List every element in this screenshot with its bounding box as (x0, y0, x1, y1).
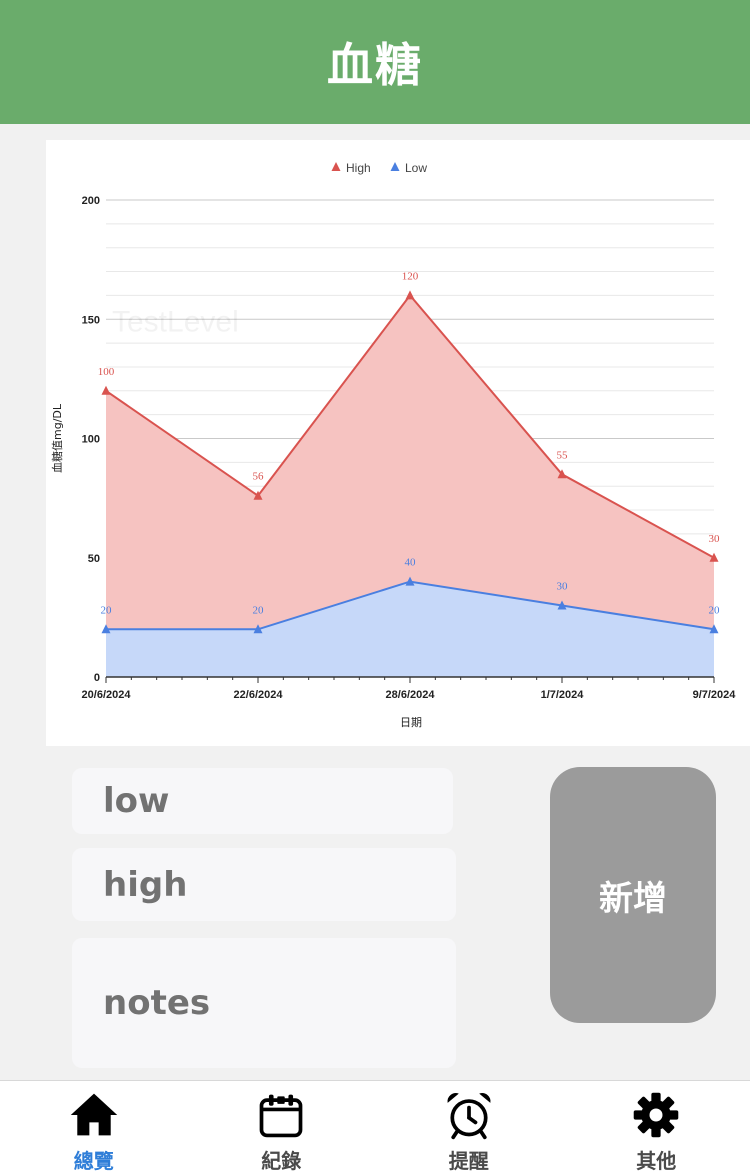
legend-label: High (346, 161, 371, 175)
legend-marker (390, 162, 400, 171)
data-label: 20 (101, 604, 113, 616)
x-axis-title: 日期 (400, 716, 422, 729)
y-tick-label: 50 (88, 553, 100, 565)
tab-other[interactable]: 其他 (563, 1081, 750, 1174)
legend-label: Low (405, 161, 427, 175)
alarm-clock-icon (447, 1093, 491, 1140)
data-point (253, 490, 263, 500)
data-label: 55 (557, 449, 569, 461)
data-point (557, 469, 567, 479)
data-point (557, 600, 567, 610)
data-point (101, 624, 111, 634)
data-point (709, 552, 719, 562)
area-low (106, 581, 714, 677)
tab-overview-label: 總覽 (73, 1149, 114, 1173)
tab-other-label: 其他 (636, 1149, 677, 1173)
notes-field[interactable]: notes (72, 938, 456, 1068)
high-field[interactable]: high (72, 848, 456, 921)
data-label: 120 (402, 270, 419, 282)
calendar-icon (259, 1094, 303, 1138)
page-title: 血糖 (327, 38, 423, 92)
data-point (101, 385, 111, 395)
data-label: 20 (253, 604, 265, 616)
x-tick-label: 22/6/2024 (234, 689, 284, 701)
data-point (253, 624, 263, 634)
y-tick-label: 0 (94, 672, 100, 684)
y-tick-label: 150 (82, 314, 100, 326)
tab-reminders[interactable]: 提醒 (375, 1081, 563, 1174)
tab-reminders-label: 提醒 (448, 1149, 489, 1173)
x-tick-label: 28/6/2024 (386, 689, 436, 701)
y-axis-title: 血糖值mg/DL (50, 403, 64, 473)
home-icon (70, 1093, 117, 1136)
app-header: 血糖 (0, 0, 750, 124)
tab-records[interactable]: 紀錄 (188, 1081, 376, 1174)
data-point (405, 290, 415, 300)
legend-marker (331, 162, 341, 171)
high-placeholder: high (103, 864, 188, 905)
x-tick-label: 9/7/2024 (693, 689, 737, 701)
y-tick-label: 200 (82, 195, 100, 207)
low-field[interactable]: low (72, 768, 453, 834)
notes-placeholder: notes (103, 983, 211, 1023)
data-label: 20 (709, 604, 721, 616)
area-high (106, 295, 714, 677)
y-tick-label: 100 (82, 434, 100, 446)
data-label: 30 (709, 533, 721, 545)
data-label: 40 (405, 557, 417, 569)
add-button-label: 新增 (599, 878, 667, 919)
data-label: 100 (98, 366, 115, 378)
chart-watermark: TestLevel (112, 305, 239, 338)
data-label: 56 (253, 471, 265, 483)
tab-overview[interactable]: 總覽 (0, 1081, 188, 1174)
data-point (405, 576, 415, 586)
data-point (709, 624, 719, 634)
blood-sugar-chart: TestLevel 100 56 120 55 30 20 20 40 30 20 0 50 100 150… (46, 140, 750, 746)
low-placeholder: low (103, 781, 170, 821)
add-button[interactable]: 新增 (550, 767, 716, 1023)
gear-icon (633, 1092, 679, 1138)
tab-records-label: 紀錄 (261, 1149, 302, 1173)
data-label: 30 (557, 580, 569, 592)
x-tick-label: 1/7/2024 (541, 689, 585, 701)
bottom-tab-bar: 總覽 紀錄 提醒 (0, 1080, 750, 1174)
x-tick-label: 20/6/2024 (82, 689, 132, 701)
